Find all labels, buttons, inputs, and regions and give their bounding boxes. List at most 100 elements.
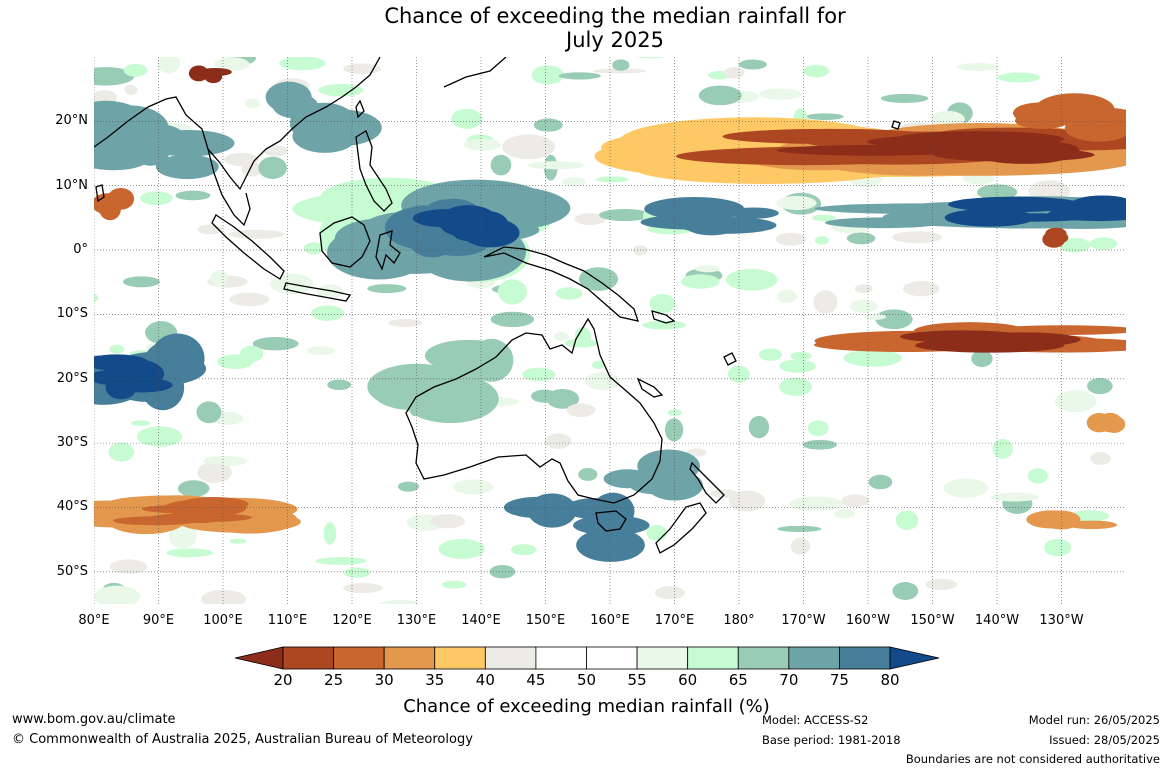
probability-patch: [971, 350, 993, 367]
probability-patch: [843, 349, 902, 367]
colorbar-segment: [839, 646, 891, 670]
probability-patch: [315, 557, 367, 565]
colorbar-segment: [586, 646, 638, 670]
probability-patch: [323, 522, 337, 545]
probability-patch: [210, 269, 228, 287]
probability-patch: [815, 235, 829, 245]
latitude-label: 50°S: [56, 563, 88, 579]
probability-patch: [779, 377, 813, 396]
probability-patch: [645, 456, 696, 489]
colorbar-tick-label: 65: [728, 671, 748, 689]
colorbar-segment: [636, 646, 689, 670]
probability-patch: [217, 354, 254, 370]
probability-patch: [112, 377, 173, 393]
longitude-label: 90°E: [142, 613, 175, 628]
borneo-coastline: [319, 216, 371, 268]
probability-patch: [343, 567, 371, 578]
probability-patch: [576, 528, 645, 562]
probability-patch: [686, 448, 707, 457]
probability-patch: [397, 481, 420, 492]
probability-patch: [667, 409, 682, 417]
probability-patch: [564, 338, 598, 348]
probability-patch: [841, 494, 870, 508]
title-line-2: July 2025: [566, 28, 664, 52]
colorbar-segment: [434, 646, 486, 670]
solomon-islands-coastline: [651, 310, 676, 324]
probability-patch: [997, 72, 1041, 83]
longitude-label: 170°E: [654, 613, 695, 628]
colorbar-segment: [535, 646, 587, 670]
tasmania-coastline: [595, 510, 627, 532]
probability-patch: [502, 134, 556, 160]
probability-patch: [1098, 412, 1123, 433]
footer-model: Model: ACCESS-S2: [762, 713, 869, 727]
title-line-1: Chance of exceeding the median rainfall …: [384, 4, 846, 28]
probability-patch: [310, 305, 345, 321]
longitude-label: 160°E: [590, 613, 630, 628]
probability-patch: [880, 93, 929, 104]
probability-patch: [490, 154, 512, 176]
probability-patch: [202, 455, 248, 467]
probability-patch: [789, 496, 844, 511]
probability-patch: [646, 524, 667, 541]
probability-patch: [109, 559, 148, 574]
longitude-label: 140°W: [974, 613, 1020, 628]
probability-patch: [849, 299, 878, 313]
probability-patch: [438, 539, 485, 559]
probability-patch: [1027, 468, 1048, 484]
probability-patch: [412, 224, 455, 254]
probability-patch: [1015, 112, 1070, 129]
colorbar-segment: [737, 646, 790, 670]
longitude-label: 180°: [723, 613, 755, 628]
probability-patch: [943, 478, 988, 498]
probability-patch: [155, 154, 219, 180]
probability-patch: [728, 490, 766, 512]
probability-patch: [728, 207, 779, 219]
java-coastline: [283, 282, 352, 302]
probability-patch: [139, 191, 173, 206]
colorbar-segment: [333, 646, 385, 670]
probability-patch: [94, 293, 99, 303]
sumatra-coastline: [211, 214, 285, 280]
colorbar-tick-label: 60: [678, 671, 698, 689]
probability-patch: [122, 276, 160, 288]
probability-patch: [603, 469, 652, 489]
probability-patch: [992, 439, 1013, 459]
colorbar: [234, 646, 940, 670]
probability-patch: [1044, 538, 1072, 557]
probability-patch: [727, 365, 750, 383]
longitude-label: 150°W: [910, 613, 955, 628]
probability-patch: [562, 177, 587, 187]
probability-patch: [555, 287, 583, 300]
probability-patch: [956, 202, 1082, 212]
probability-patch: [725, 268, 778, 291]
probability-patch: [412, 209, 479, 228]
probability-patch: [108, 442, 135, 462]
probability-patch: [573, 515, 650, 536]
colorbar-tick-label: 45: [526, 671, 546, 689]
probability-patch: [136, 426, 183, 447]
footer-disclaimer: Boundaries are not considered authoritat…: [905, 752, 1160, 766]
probability-patch: [131, 420, 151, 426]
probability-patch: [533, 118, 563, 132]
probability-patch: [312, 124, 377, 143]
probability-patch: [846, 232, 876, 245]
probability-patch: [229, 538, 247, 544]
new-caledonia-coastline: [636, 377, 664, 398]
probability-patch: [759, 88, 802, 100]
probability-patch: [592, 68, 647, 74]
colorbar-segment: [383, 646, 436, 670]
longitude-label: 130°E: [396, 613, 437, 628]
latitude-label: 0°: [73, 242, 88, 258]
coastlines: [94, 57, 901, 554]
probability-patch: [748, 415, 770, 439]
colorbar-tick-label: 25: [324, 671, 344, 689]
probability-patch: [367, 284, 407, 294]
probability-patch: [245, 98, 260, 109]
probability-patch: [124, 84, 138, 95]
probability-patch: [196, 401, 222, 424]
longitude-label: 160°W: [845, 613, 891, 628]
probability-patch: [490, 311, 535, 328]
probability-patch: [109, 344, 125, 354]
longitude-label: 140°E: [461, 613, 501, 628]
